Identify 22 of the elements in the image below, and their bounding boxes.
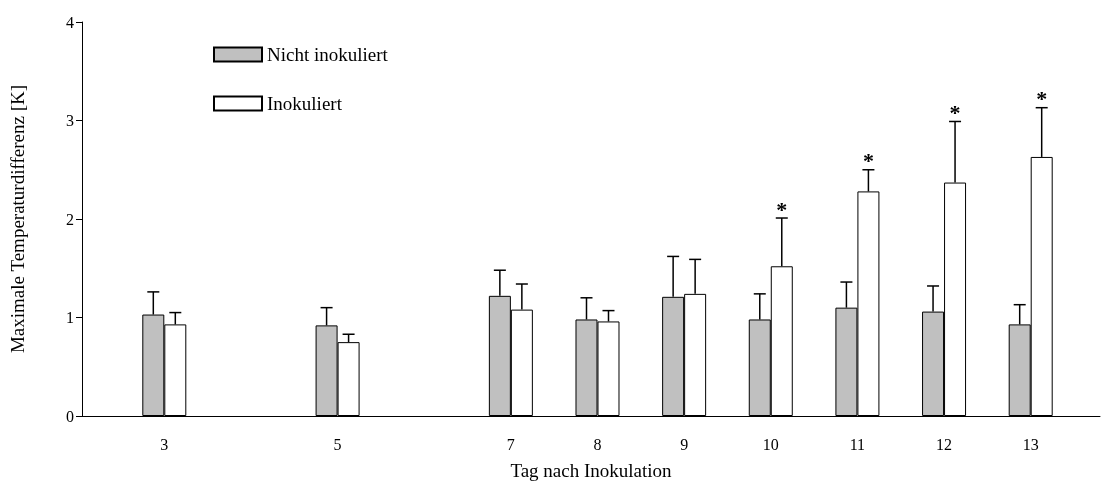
x-axis-title: Tag nach Inokulation <box>510 460 673 481</box>
x-tick-label: 8 <box>593 435 602 453</box>
x-tick-label: 9 <box>680 435 689 453</box>
legend-label: Inokuliert <box>267 93 343 114</box>
y-tick-label: 2 <box>66 210 74 228</box>
legend-label: Nicht inokuliert <box>267 44 389 65</box>
y-tick-label: 3 <box>66 112 74 129</box>
annotation: * <box>776 196 788 222</box>
y-tick-label: 0 <box>66 407 74 425</box>
annotation: * <box>862 148 874 174</box>
x-tick-label: 12 <box>936 435 953 453</box>
y-tick-label: 1 <box>66 309 74 326</box>
annotation: * <box>949 99 961 125</box>
y-tick-label: 4 <box>66 13 74 31</box>
x-tick-label: 10 <box>762 435 779 453</box>
x-tick-label: 5 <box>333 435 342 453</box>
x-tick-label: 7 <box>506 435 515 453</box>
x-tick-label: 13 <box>1022 435 1039 453</box>
x-tick-label: 3 <box>160 435 169 453</box>
annotation: * <box>1036 86 1048 112</box>
y-axis-title: Maximale Temperaturdifferenz [K] <box>7 84 28 354</box>
x-tick-label: 11 <box>849 435 866 453</box>
